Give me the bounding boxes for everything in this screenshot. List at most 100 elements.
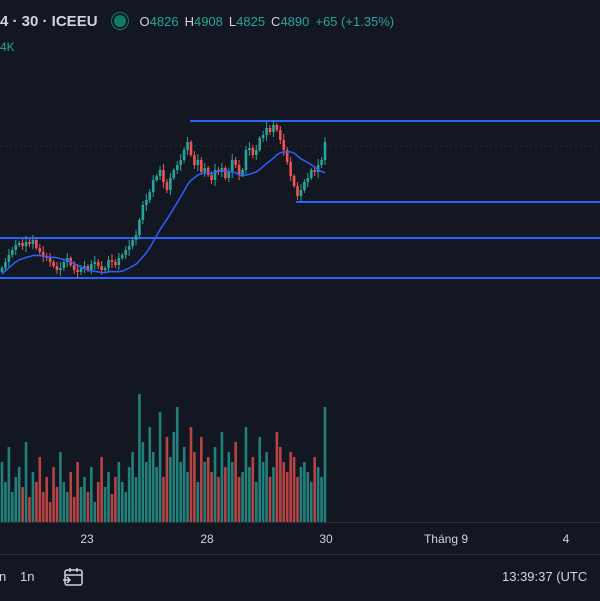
candle-body-18 — [62, 262, 66, 268]
time-tick-23: 23 — [80, 532, 94, 546]
volume-bar-9 — [31, 472, 35, 522]
candle-body-75 — [258, 138, 262, 150]
volume-bar-11 — [38, 457, 42, 522]
candle-body-82 — [282, 140, 286, 150]
range-button-1n[interactable]: 1n — [20, 569, 35, 584]
volume-bar-67 — [230, 462, 234, 522]
high-value: 4908 — [193, 13, 223, 29]
time-tick-4: 4 — [562, 532, 570, 546]
candle-body-90 — [309, 170, 313, 178]
candle-body-51 — [175, 165, 179, 170]
volume-bar-49 — [169, 457, 172, 522]
symbol-title[interactable]: 4 · 30 · ICEEU — [0, 12, 98, 30]
volume-bar-77 — [265, 452, 268, 522]
candle-body-48 — [165, 182, 169, 190]
volume-bar-65 — [224, 467, 227, 522]
volume-bar-59 — [203, 462, 207, 522]
candle-body-69 — [237, 165, 241, 175]
calendar-arrow-icon[interactable] — [62, 566, 86, 588]
volume-bar-87 — [299, 467, 303, 522]
volume-bar-41 — [141, 442, 145, 522]
candle-body-65 — [224, 168, 227, 178]
candle-body-87 — [299, 190, 303, 196]
candle-body-8 — [28, 242, 31, 244]
candle-body-91 — [313, 170, 316, 172]
volume-bar-62 — [213, 447, 217, 522]
volume-bar-46 — [158, 412, 162, 522]
range-button-1[interactable]: n — [0, 569, 7, 584]
volume-bar-44 — [151, 452, 155, 522]
volume-bar-13 — [45, 477, 48, 522]
candle-body-41 — [141, 205, 145, 220]
candle-body-9 — [31, 240, 35, 244]
volume-bar-38 — [131, 452, 134, 522]
chart-canvas[interactable] — [0, 0, 600, 522]
candle-body-74 — [254, 150, 258, 155]
candle-body-11 — [38, 248, 42, 252]
candle-body-28 — [96, 262, 100, 266]
volume-bar-33 — [114, 477, 117, 522]
volume-label: 4K — [0, 40, 15, 54]
candle-body-79 — [272, 125, 275, 132]
open-value: 4826 — [149, 13, 179, 29]
volume-bar-39 — [134, 477, 138, 522]
volume-bar-56 — [193, 452, 196, 522]
volume-bar-73 — [251, 457, 255, 522]
candle-body-71 — [244, 150, 248, 170]
candle-body-10 — [35, 240, 38, 248]
utc-clock[interactable]: 13:39:37 (UTC — [502, 569, 588, 584]
time-tick-28: 28 — [200, 532, 214, 546]
volume-bar-12 — [41, 492, 45, 522]
volume-bar-35 — [120, 482, 124, 522]
volume-bar-45 — [155, 467, 158, 522]
volume-bar-92 — [316, 467, 320, 522]
candle-body-55 — [189, 142, 193, 155]
volume-bar-8 — [28, 497, 31, 522]
volume-bar-83 — [285, 472, 289, 522]
low-value: 4825 — [236, 13, 266, 29]
volume-bar-78 — [268, 477, 272, 522]
candle-body-67 — [230, 160, 234, 172]
moving-average-line — [1, 151, 326, 275]
high-key: H — [184, 13, 194, 29]
candle-body-76 — [261, 135, 265, 138]
candle-body-24 — [83, 266, 86, 268]
candle-body-44 — [151, 180, 155, 192]
volume-bar-27 — [93, 502, 97, 522]
candle-body-0 — [0, 268, 4, 272]
volume-bar-79 — [272, 467, 275, 522]
volume-bar-26 — [90, 467, 93, 522]
volume-bar-5 — [17, 467, 21, 522]
candle-body-73 — [251, 148, 255, 155]
volume-bar-88 — [303, 462, 306, 522]
volume-bar-10 — [35, 482, 38, 522]
volume-bar-69 — [237, 477, 241, 522]
volume-bar-23 — [79, 487, 83, 522]
volume-bar-57 — [196, 482, 200, 522]
volume-bar-54 — [186, 472, 189, 522]
volume-bar-53 — [182, 447, 186, 522]
candle-body-14 — [48, 258, 52, 262]
time-axis[interactable]: 23 28 30 Tháng 9 4 — [0, 522, 600, 553]
candle-body-93 — [320, 160, 323, 165]
candle-body-52 — [179, 160, 182, 165]
candle-body-58 — [199, 160, 203, 172]
bottom-toolbar: n 1n 13:39:37 (UTC — [0, 554, 600, 601]
candle-body-31 — [107, 260, 110, 268]
close-key: C — [271, 13, 281, 29]
candle-body-42 — [145, 200, 148, 205]
candle-body-62 — [213, 170, 217, 180]
candle-body-49 — [169, 178, 172, 190]
volume-bar-37 — [127, 467, 131, 522]
candle-body-26 — [90, 264, 93, 270]
volume-bar-51 — [175, 407, 179, 522]
volume-bar-25 — [86, 492, 90, 522]
candle-body-94 — [323, 142, 327, 160]
price-chart[interactable]: 4 · 30 · ICEEU O4826 H4908 L4825 C4890 +… — [0, 0, 600, 522]
volume-bar-7 — [24, 442, 28, 522]
candle-body-85 — [292, 176, 296, 186]
volume-bar-40 — [138, 394, 141, 522]
volume-bar-84 — [289, 452, 292, 522]
volume-bar-82 — [282, 462, 286, 522]
volume-bar-19 — [65, 492, 69, 522]
